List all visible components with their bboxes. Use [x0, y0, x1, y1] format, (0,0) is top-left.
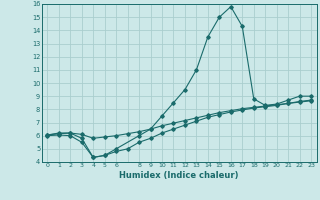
X-axis label: Humidex (Indice chaleur): Humidex (Indice chaleur)	[119, 171, 239, 180]
